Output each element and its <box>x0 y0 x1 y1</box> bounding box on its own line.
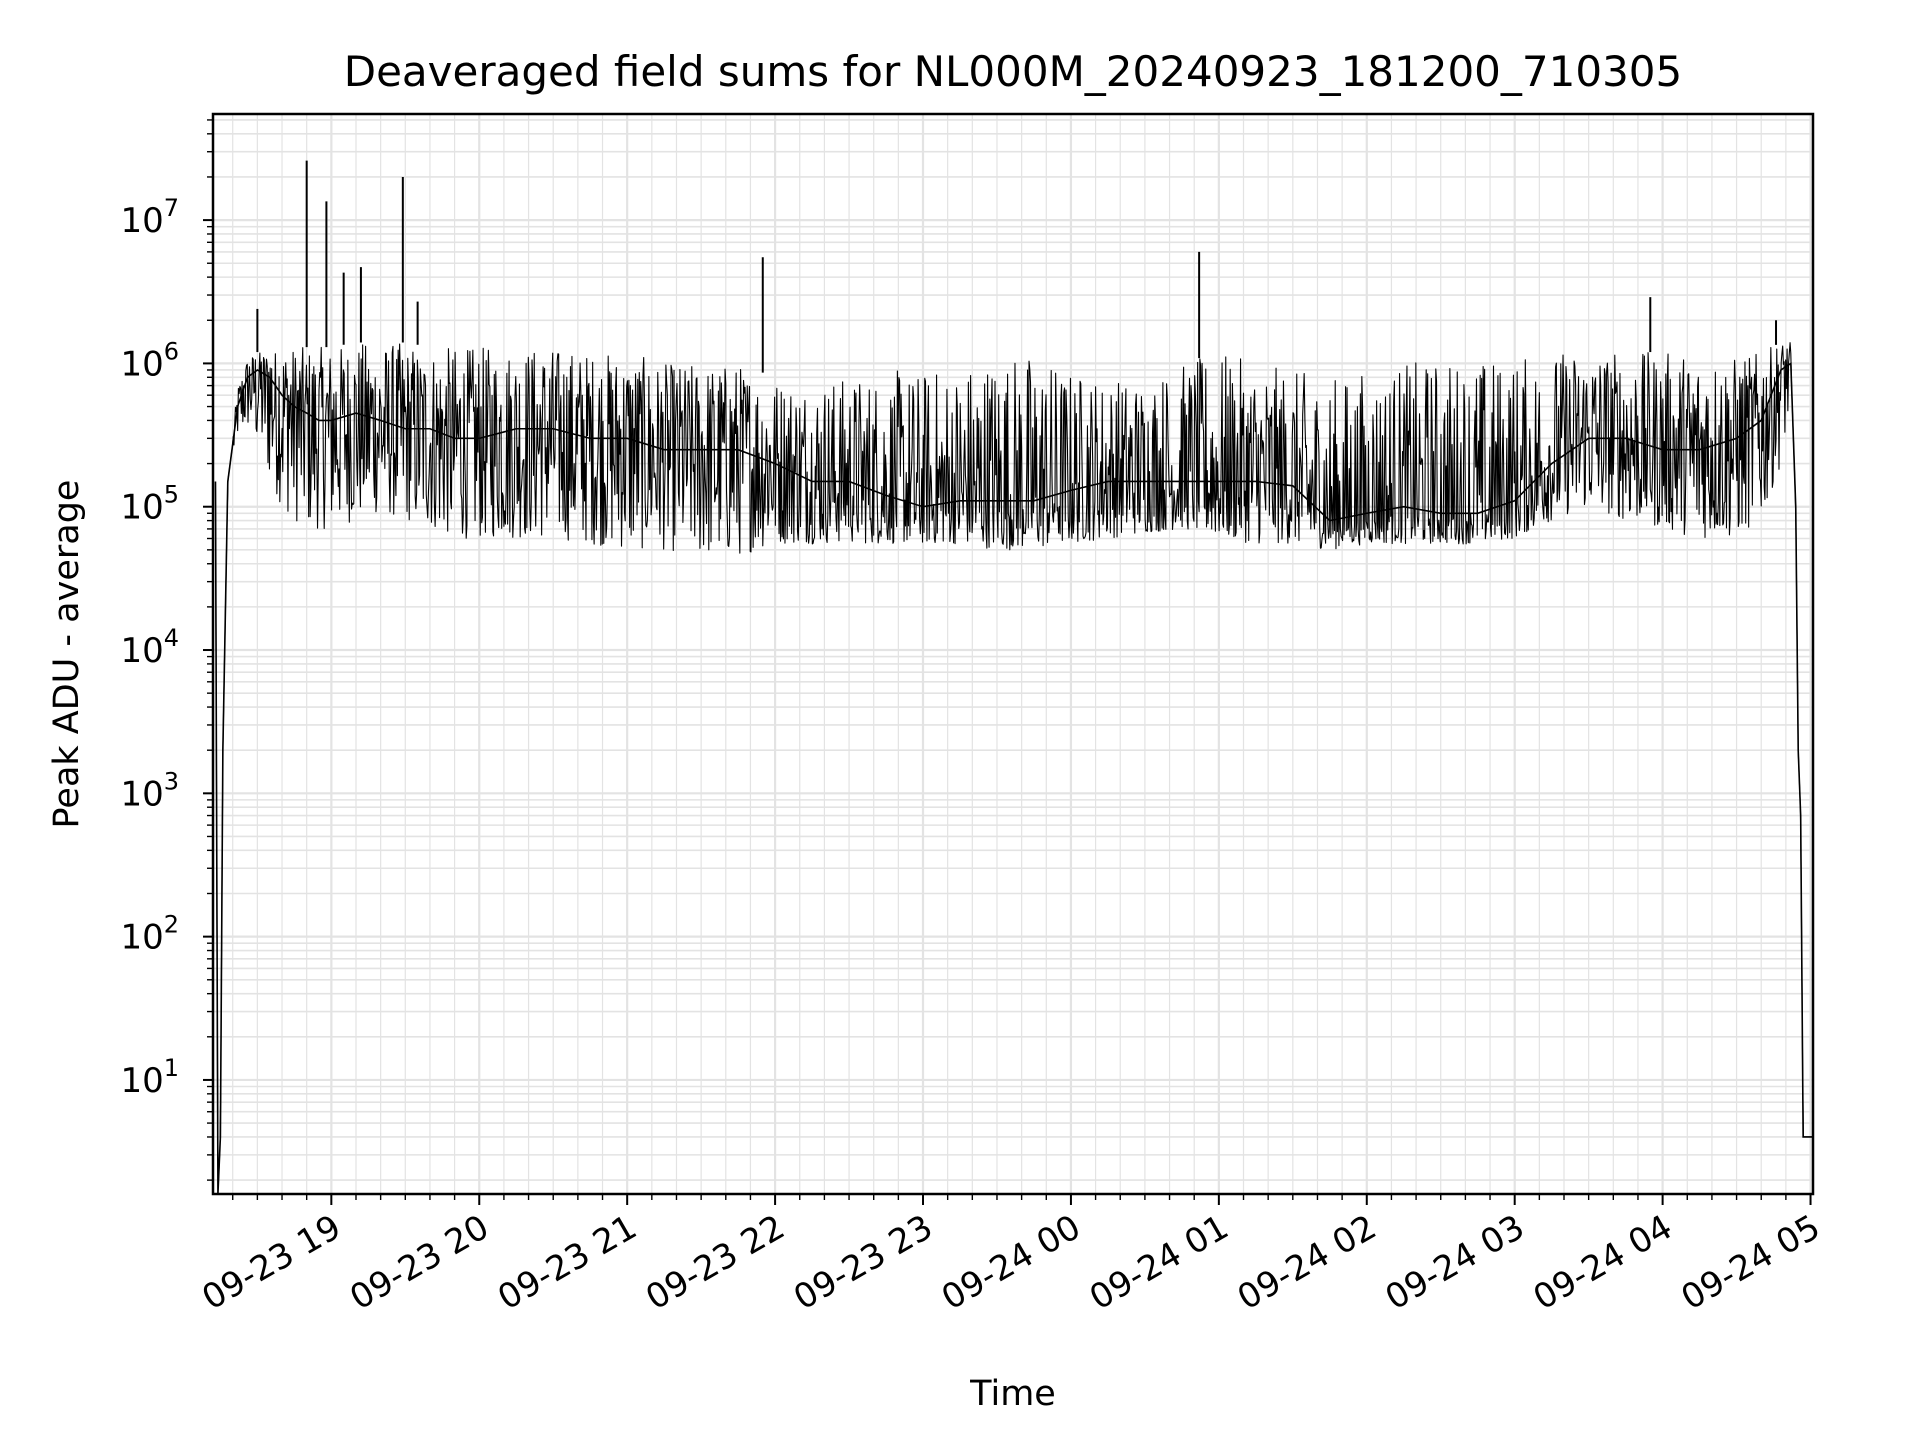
series-line <box>214 361 1813 1195</box>
y-axis-label: Peak ADU - average <box>47 480 87 829</box>
x-axis-label: Time <box>969 1374 1056 1414</box>
series-line-trace <box>214 342 1813 1184</box>
y-tick-label: 107 <box>120 194 179 241</box>
y-tick-label: 101 <box>120 1054 179 1101</box>
y-tick-label: 103 <box>120 767 179 814</box>
y-tick-label: 105 <box>120 481 179 528</box>
plot-frame <box>211 112 1815 1196</box>
series-layer <box>214 160 1813 1195</box>
y-tick-label: 106 <box>120 337 179 384</box>
y-tick-label: 104 <box>120 624 179 671</box>
y-tick-label: 102 <box>120 911 179 958</box>
chart-title: Deaveraged field sums for NL000M_2024092… <box>344 47 1683 96</box>
grid <box>213 114 1813 1194</box>
